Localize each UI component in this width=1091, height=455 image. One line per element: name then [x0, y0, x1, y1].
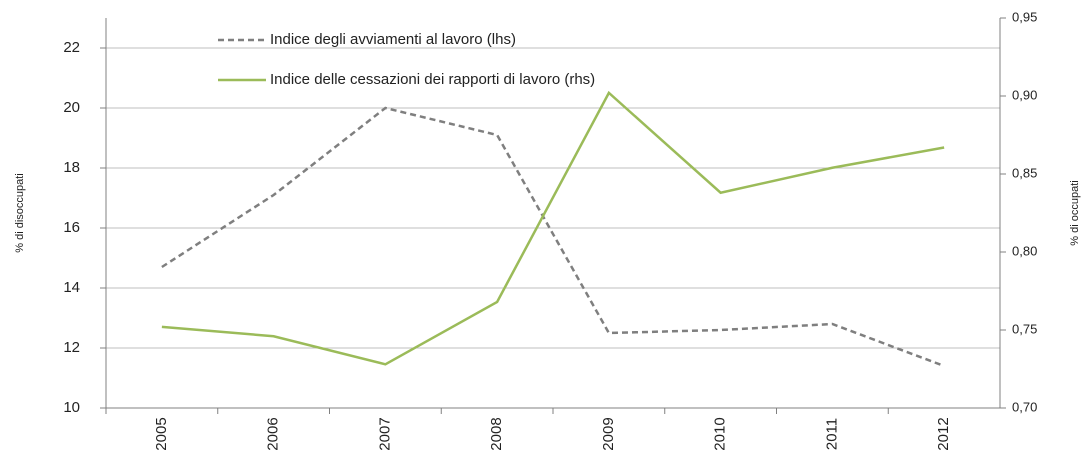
series-line — [161, 90, 945, 366]
y2-tick-label: 0,90 — [1012, 87, 1037, 102]
y-tick-label: 12 — [63, 339, 80, 356]
legend-label: Indice degli avviamenti al lavoro (lhs) — [270, 31, 516, 48]
y2-tick-label: 0,75 — [1012, 321, 1037, 336]
x-tick-label: 2007 — [376, 417, 393, 450]
series-line — [161, 106, 945, 368]
y2-tick-label: 0,80 — [1012, 243, 1037, 258]
x-tick-label: 2010 — [712, 417, 729, 450]
y-tick-label: 16 — [63, 219, 80, 236]
y2-tick-label: 0,85 — [1012, 165, 1037, 180]
y2-tick-label: 0,95 — [1012, 9, 1037, 24]
y-axis-title: % di disoccupati — [14, 173, 26, 253]
y-tick-label: 18 — [63, 159, 80, 176]
y-tick-label: 14 — [63, 279, 80, 296]
y2-tick-label: 0,70 — [1012, 399, 1037, 414]
x-tick-label: 2009 — [600, 417, 617, 450]
y2-axis-title: % di occupati — [1069, 180, 1081, 245]
y-tick-label: 10 — [63, 399, 80, 416]
y-tick-label: 20 — [63, 99, 80, 116]
y-tick-label: 22 — [63, 39, 80, 56]
legend-label: Indice delle cessazioni dei rapporti di … — [270, 71, 595, 88]
x-tick-label: 2008 — [488, 417, 505, 450]
x-tick-label: 2011 — [823, 418, 840, 450]
x-tick-label: 2012 — [935, 417, 952, 450]
x-tick-label: 2006 — [265, 417, 282, 450]
x-tick-label: 2005 — [153, 417, 170, 450]
